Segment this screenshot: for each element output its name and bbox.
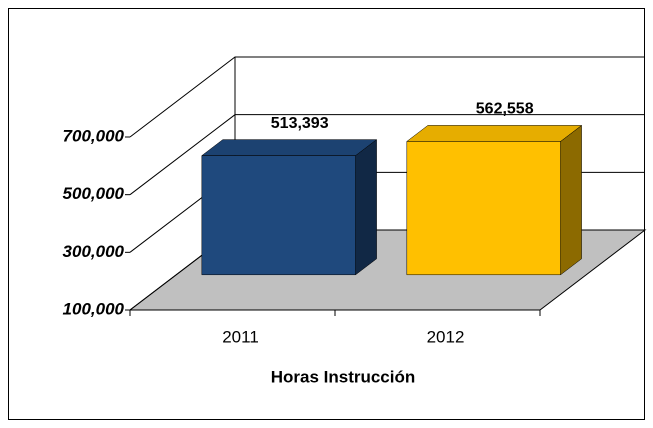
- data-label: 562,558: [476, 101, 534, 118]
- grid-line: [129, 114, 645, 196]
- bar: [201, 155, 356, 276]
- bar-side: [355, 139, 377, 276]
- bar-top: [406, 125, 583, 142]
- y-tick-label: 100,000: [63, 299, 125, 318]
- data-label: 513,393: [271, 115, 329, 132]
- x-axis-title: Horas Instrucción: [271, 367, 416, 386]
- bar-side: [560, 124, 582, 276]
- bar-top: [201, 139, 378, 156]
- x-tick-label: 2012: [427, 327, 465, 346]
- y-tick-label: 300,000: [63, 242, 125, 261]
- y-tick-label: 500,000: [63, 184, 125, 203]
- bar: [406, 141, 561, 276]
- y-tick-label: 700,000: [63, 126, 125, 145]
- x-tick-label: 2011: [222, 327, 259, 346]
- grid-line: [129, 56, 645, 138]
